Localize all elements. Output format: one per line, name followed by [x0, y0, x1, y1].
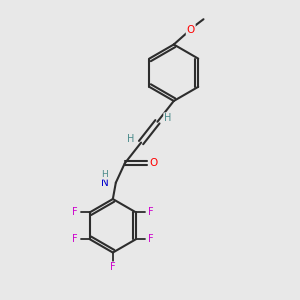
Text: F: F [148, 234, 154, 244]
Text: O: O [149, 158, 158, 168]
Text: N: N [101, 178, 108, 188]
Text: F: F [148, 207, 154, 218]
Text: H: H [101, 170, 108, 179]
Text: F: F [72, 207, 78, 218]
Text: H: H [127, 134, 134, 144]
Text: F: F [110, 262, 116, 272]
Text: H: H [164, 113, 172, 123]
Text: O: O [187, 25, 195, 34]
Text: F: F [72, 234, 78, 244]
